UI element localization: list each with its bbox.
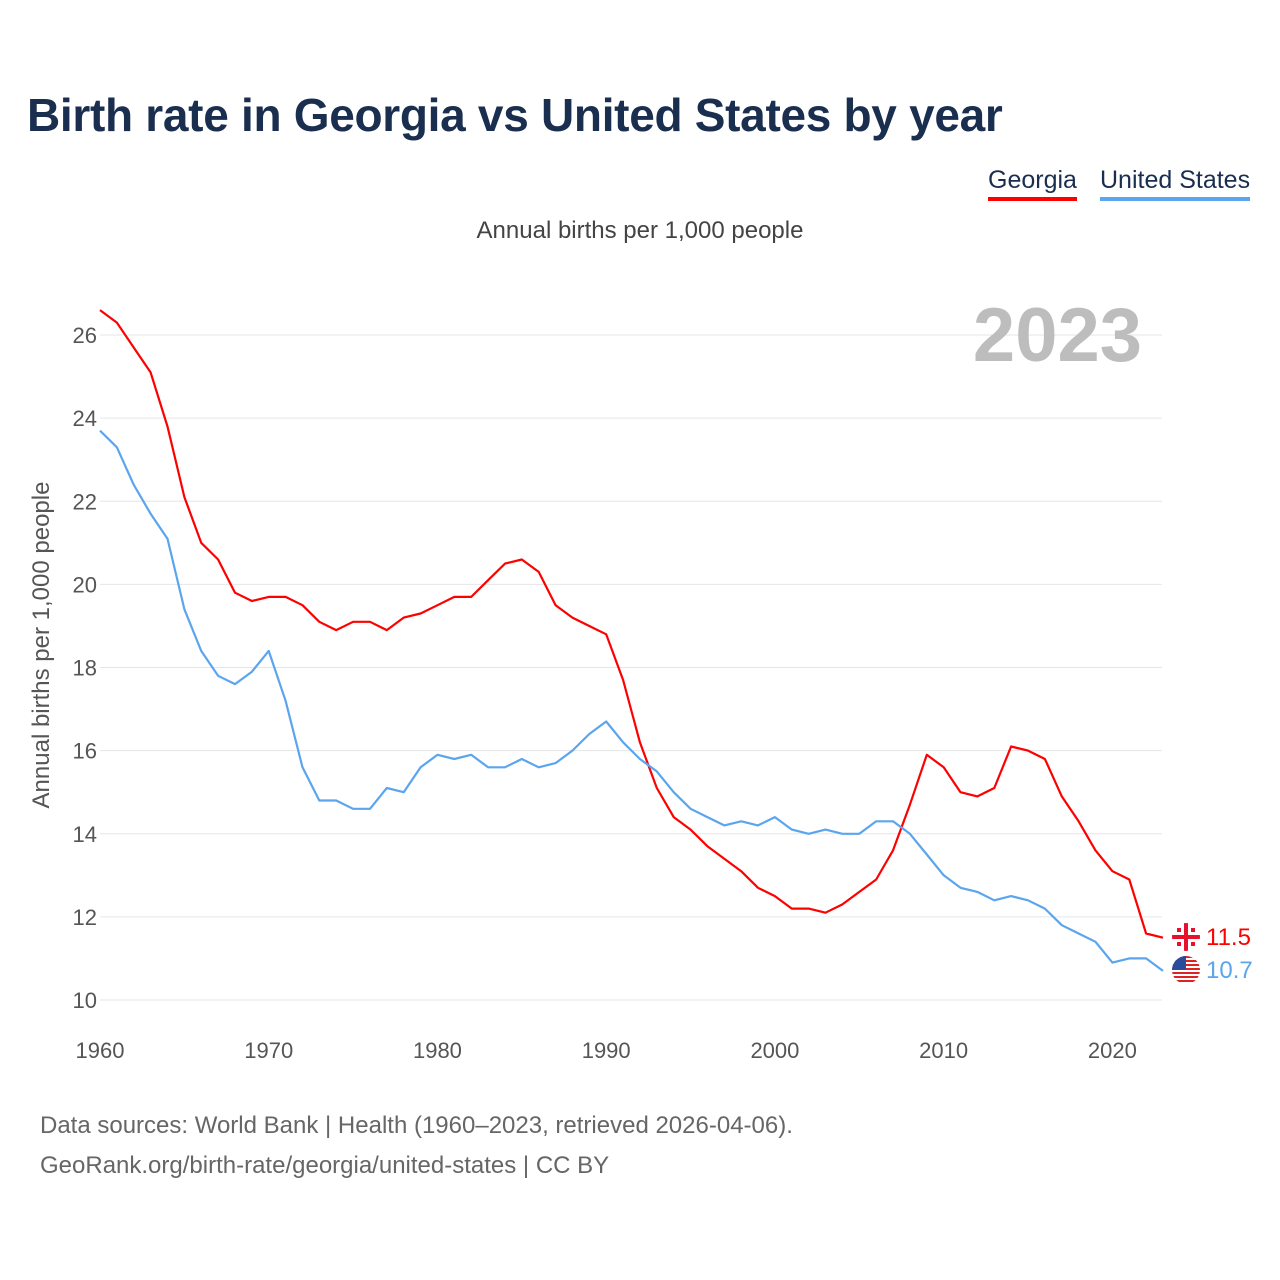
end-value-label: 11.5 [1206,924,1251,951]
y-tick-label: 14 [73,822,97,847]
year-watermark: 2023 [972,293,1142,378]
x-tick-label: 2020 [1088,1038,1137,1063]
y-tick-label: 20 [73,572,97,597]
series-line-georgia [99,309,1164,939]
x-tick-label: 1960 [76,1038,125,1063]
footer-sources: Data sources: World Bank | Health (1960–… [40,1112,793,1139]
georgia-flag-icon [1172,923,1200,951]
flag-canton [1172,956,1186,970]
y-axis-title: Annual births per 1,000 people [28,481,55,809]
y-tick-label: 16 [73,739,97,764]
us-flag-icon [1172,956,1200,984]
legend-georgia[interactable]: Georgia [988,166,1077,201]
y-tick-label: 18 [73,656,97,681]
y-tick-label: 10 [73,988,97,1013]
flag-small-cross [1177,928,1181,932]
series-line-united-states [99,429,1164,972]
x-tick-label: 2010 [919,1038,968,1063]
footer-link[interactable]: GeoRank.org/birth-rate/georgia/united-st… [40,1152,610,1179]
footer: Data sources: World Bank | Health (1960–… [40,1106,793,1186]
x-tick-label: 1990 [582,1038,631,1063]
end-value-label: 10.7 [1206,957,1253,984]
legend-united-states[interactable]: United States [1100,166,1251,201]
flag-small-cross [1177,942,1181,946]
y-tick-label: 26 [73,323,97,348]
x-tick-label: 1970 [244,1038,293,1063]
flag-stripe [1172,976,1200,978]
flag-body [1172,956,1200,984]
y-tick-label: 12 [73,905,97,930]
chart-subtitle: Annual births per 1,000 people [476,217,804,244]
y-tick-label: 24 [73,406,97,431]
flag-small-cross [1191,928,1195,932]
flag-cross-h [1172,935,1200,939]
x-tick-label: 2000 [750,1038,799,1063]
flag-small-cross [1191,942,1195,946]
flag-stripe [1172,980,1200,982]
y-tick-label: 22 [73,489,97,514]
flag-stripe [1172,972,1200,974]
flag-body [1172,923,1200,951]
x-tick-label: 1980 [413,1038,462,1063]
chart-title: Birth rate in Georgia vs United States b… [27,89,1003,141]
